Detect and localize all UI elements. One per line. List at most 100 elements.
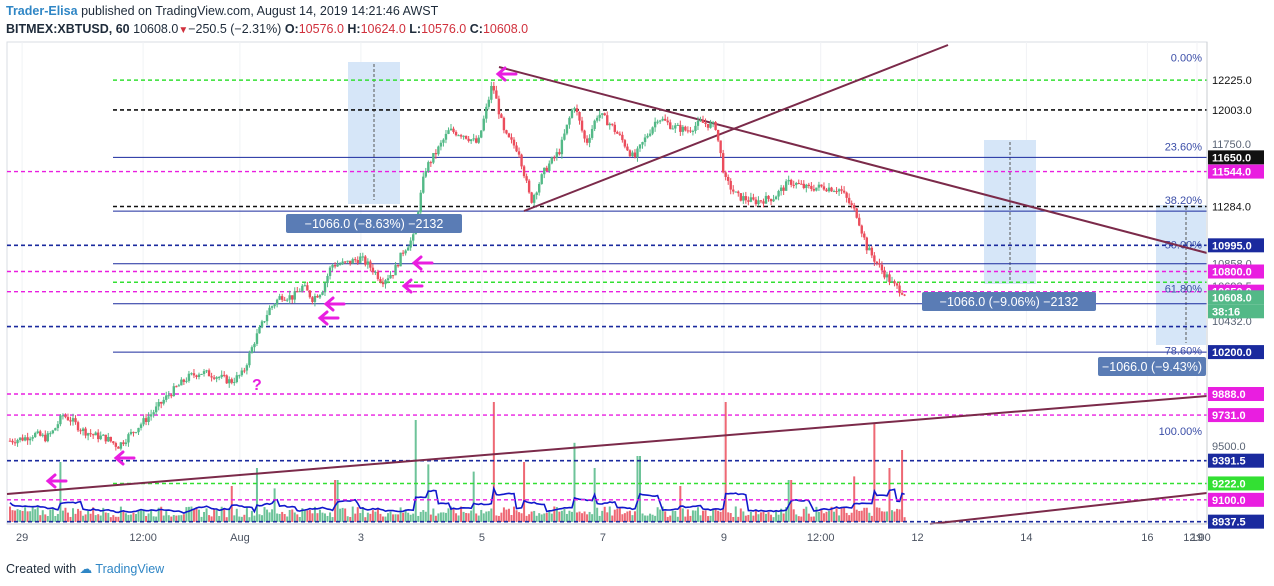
- volume-bar: [351, 506, 354, 522]
- candle-body: [129, 431, 133, 435]
- price-label-bg: [1208, 290, 1264, 305]
- price-label: 9500.0: [1212, 441, 1246, 453]
- candle-body: [681, 126, 685, 132]
- volume-bar: [550, 513, 553, 522]
- candle-body: [847, 197, 851, 204]
- candle-body: [696, 120, 700, 126]
- volume-bar: [170, 516, 173, 522]
- volume-bar: [729, 513, 732, 522]
- volume-bar: [840, 507, 843, 522]
- fib-label: 0.00%: [1171, 53, 1202, 65]
- candle-body: [311, 297, 314, 302]
- candle-body: [28, 438, 32, 441]
- candle-body: [104, 434, 107, 442]
- volume-bar: [507, 508, 510, 522]
- time-tick-label: 5: [479, 532, 485, 544]
- volume-bar: [364, 517, 367, 522]
- volume-bar: [588, 511, 591, 522]
- volume-bar: [119, 506, 122, 522]
- candle-body: [795, 182, 798, 185]
- volume-bar: [301, 508, 304, 522]
- candle-body: [296, 291, 299, 293]
- volume-bar: [714, 508, 717, 522]
- candle-body: [588, 137, 591, 143]
- volume-bar: [281, 511, 284, 522]
- volume-bar: [623, 513, 626, 522]
- candle-body: [323, 283, 327, 293]
- volume-bar: [167, 515, 170, 522]
- volume-bar: [807, 513, 810, 522]
- volume-bar: [160, 506, 163, 522]
- candle-body: [621, 134, 624, 141]
- volume-bar: [845, 512, 848, 522]
- time-tick-label: 12: [911, 532, 923, 544]
- candle-body: [769, 198, 773, 202]
- volume-bar: [109, 517, 112, 522]
- volume-bar: [646, 515, 649, 522]
- candle-body: [472, 138, 475, 140]
- candle-body: [888, 274, 891, 283]
- volume-bar: [870, 515, 873, 522]
- volume-bar: [462, 511, 465, 522]
- candle-body: [543, 167, 546, 175]
- candle-body: [727, 176, 730, 181]
- volume-bar: [172, 515, 175, 522]
- volume-bar: [26, 511, 29, 522]
- volume-bar: [717, 510, 720, 522]
- candle-body: [127, 434, 130, 443]
- volume-bar: [419, 511, 422, 522]
- price-change: −250.5 (−2.31%): [188, 22, 282, 36]
- candle-body: [369, 261, 372, 268]
- candle-body: [475, 138, 478, 143]
- price-label: 9888.0: [1212, 389, 1246, 401]
- candle-body: [406, 247, 410, 251]
- candle-body: [313, 295, 317, 302]
- candle-body: [611, 123, 614, 125]
- candle-body: [391, 275, 395, 277]
- candle-body: [349, 260, 352, 264]
- author-name[interactable]: Trader-Elisa: [6, 4, 78, 18]
- candle-body: [371, 267, 375, 273]
- candle-body: [356, 260, 359, 263]
- candle-body: [354, 259, 357, 261]
- volume-bar: [74, 513, 77, 522]
- candle-body: [865, 237, 868, 251]
- volume-bar: [722, 508, 725, 522]
- volume-bar: [200, 516, 203, 522]
- price-label: 8937.5: [1212, 517, 1246, 529]
- volume-bar: [387, 513, 389, 522]
- magenta-arrow-icon: [45, 473, 68, 489]
- volume-bar: [89, 513, 92, 522]
- time-tick-label: 12:00: [1183, 532, 1211, 544]
- candle-body: [245, 365, 249, 371]
- volume-bar: [802, 508, 805, 522]
- candle-body: [656, 121, 659, 123]
- measure-box-3: [1156, 205, 1206, 345]
- candle-body: [616, 131, 619, 134]
- volume-bar: [891, 510, 893, 522]
- volume-bar: [618, 507, 621, 522]
- volume-bar: [724, 402, 727, 522]
- volume-bar: [467, 513, 470, 522]
- tradingview-logo[interactable]: ☁ TradingView: [79, 562, 165, 576]
- volume-bar: [878, 507, 881, 522]
- volume-bar: [523, 462, 526, 522]
- volume-bar: [603, 506, 606, 522]
- candle-body: [243, 370, 246, 372]
- candle-body: [89, 433, 92, 435]
- volume-bar: [140, 510, 143, 522]
- volume-bar: [417, 515, 420, 522]
- candle-body: [502, 117, 506, 131]
- price-label: 11650.0: [1212, 152, 1251, 164]
- volume-bar: [356, 507, 359, 522]
- candle-body: [732, 189, 735, 192]
- volume-bar: [694, 510, 697, 522]
- candle-body: [699, 120, 702, 122]
- volume-bar: [865, 507, 868, 522]
- price-label-bg: [1208, 514, 1264, 529]
- volume-bar: [500, 512, 503, 522]
- volume-bar: [354, 513, 357, 522]
